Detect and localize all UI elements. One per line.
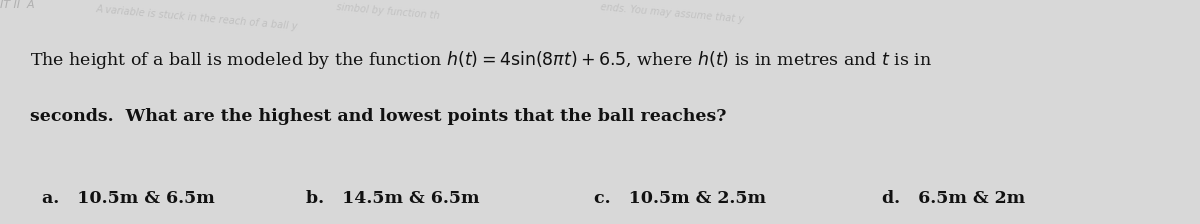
Text: ends. You may assume that y: ends. You may assume that y bbox=[600, 2, 744, 25]
Text: c.   10.5m & 2.5m: c. 10.5m & 2.5m bbox=[594, 190, 766, 207]
Text: d.   6.5m & 2m: d. 6.5m & 2m bbox=[882, 190, 1025, 207]
Text: a.   10.5m & 6.5m: a. 10.5m & 6.5m bbox=[42, 190, 215, 207]
Text: A variable is stuck in the reach of a ball y: A variable is stuck in the reach of a ba… bbox=[96, 4, 299, 32]
Text: b.   14.5m & 6.5m: b. 14.5m & 6.5m bbox=[306, 190, 480, 207]
Text: IT II  A: IT II A bbox=[0, 0, 35, 10]
Text: simbol by function th: simbol by function th bbox=[336, 2, 440, 21]
Text: The height of a ball is modeled by the function $h(t) = 4\sin(8\pi t) + 6.5$, wh: The height of a ball is modeled by the f… bbox=[30, 49, 932, 71]
Text: seconds.  What are the highest and lowest points that the ball reaches?: seconds. What are the highest and lowest… bbox=[30, 108, 726, 125]
